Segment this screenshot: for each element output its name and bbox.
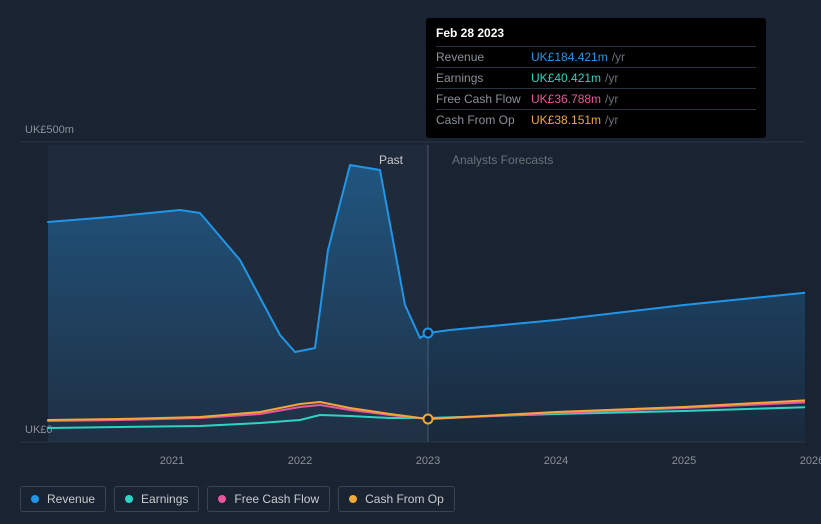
legend-label: Revenue xyxy=(47,492,95,506)
x-axis-label: 2023 xyxy=(416,455,440,467)
x-axis-label: 2021 xyxy=(160,455,184,467)
legend-item-free-cash-flow[interactable]: Free Cash Flow xyxy=(207,486,330,512)
tooltip-metric-label: Earnings xyxy=(436,71,531,85)
x-axis-label: 2022 xyxy=(288,455,312,467)
tooltip-metric-label: Free Cash Flow xyxy=(436,92,531,106)
tooltip-metric-value: UK£36.788m xyxy=(531,92,601,106)
tooltip-unit: /yr xyxy=(612,50,625,64)
data-tooltip: Feb 28 2023 RevenueUK£184.421m/yrEarning… xyxy=(426,18,766,138)
legend-dot-icon xyxy=(125,495,133,503)
tooltip-row: Free Cash FlowUK£36.788m/yr xyxy=(436,88,756,109)
tooltip-row: Cash From OpUK£38.151m/yr xyxy=(436,109,756,130)
legend-label: Cash From Op xyxy=(365,492,444,506)
tooltip-row: EarningsUK£40.421m/yr xyxy=(436,67,756,88)
tooltip-row: RevenueUK£184.421m/yr xyxy=(436,46,756,67)
x-axis-label: 2024 xyxy=(544,455,568,467)
tooltip-metric-value: UK£38.151m xyxy=(531,113,601,127)
tooltip-metric-label: Cash From Op xyxy=(436,113,531,127)
legend-item-cash-from-op[interactable]: Cash From Op xyxy=(338,486,455,512)
y-axis-label: UK£0 xyxy=(25,424,53,436)
legend-dot-icon xyxy=(31,495,39,503)
tooltip-unit: /yr xyxy=(605,71,618,85)
legend-label: Earnings xyxy=(141,492,188,506)
legend-dot-icon xyxy=(218,495,226,503)
tooltip-unit: /yr xyxy=(605,92,618,106)
past-section-label: Past xyxy=(379,153,403,167)
legend-dot-icon xyxy=(349,495,357,503)
forecast-section-label: Analysts Forecasts xyxy=(452,153,553,167)
x-axis-label: 2025 xyxy=(672,455,696,467)
legend-item-earnings[interactable]: Earnings xyxy=(114,486,199,512)
y-axis-label: UK£500m xyxy=(25,124,74,136)
tooltip-metric-value: UK£40.421m xyxy=(531,71,601,85)
tooltip-date: Feb 28 2023 xyxy=(436,26,756,40)
tooltip-unit: /yr xyxy=(605,113,618,127)
legend-item-revenue[interactable]: Revenue xyxy=(20,486,106,512)
tooltip-metric-value: UK£184.421m xyxy=(531,50,608,64)
tooltip-metric-label: Revenue xyxy=(436,50,531,64)
legend-label: Free Cash Flow xyxy=(234,492,319,506)
x-axis-label: 2026 xyxy=(800,455,821,467)
chart-legend: Revenue Earnings Free Cash Flow Cash From O… xyxy=(20,486,455,512)
